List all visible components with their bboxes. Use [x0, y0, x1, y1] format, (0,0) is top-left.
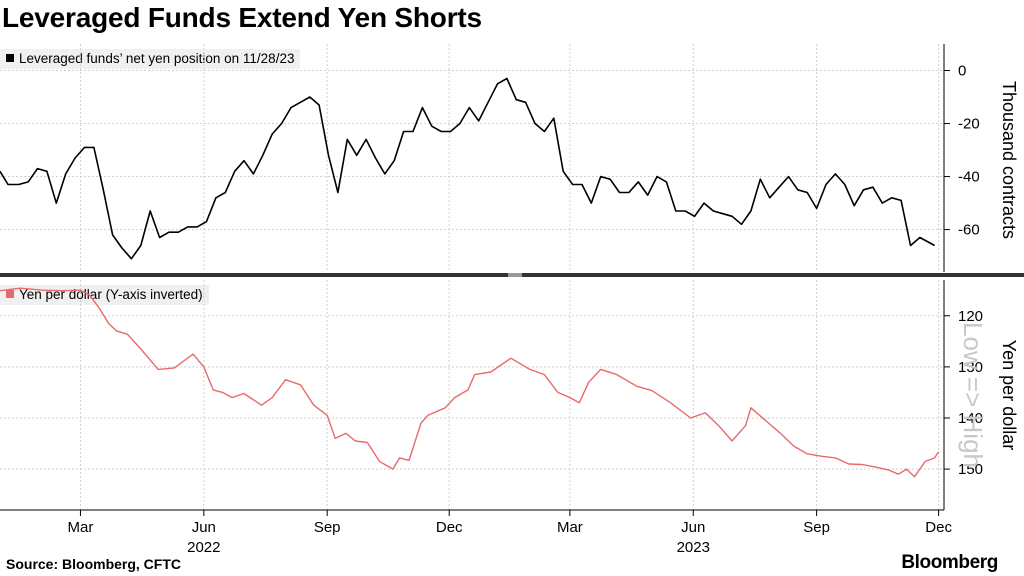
x-tick-label-0: Mar — [68, 519, 94, 536]
inverted-axis-annotation: Low => High — [958, 322, 988, 468]
bottom-y-axis-label: Yen per dollar — [999, 340, 1019, 450]
x-year-label-0: 2022 — [187, 539, 220, 556]
x-tick-label-1: Jun — [192, 519, 216, 536]
top-y-axis-label: Thousand contracts — [999, 81, 1019, 239]
legend-swatch-red — [6, 290, 14, 298]
top-series-line — [0, 77, 935, 260]
bottom-y-tick-label-2: 140 — [958, 410, 983, 427]
bottom-series-line — [0, 287, 940, 478]
legend-label-top: Leveraged funds’ net yen position on 11/… — [19, 51, 295, 66]
series-layer — [0, 77, 940, 478]
brand-text: Bloomberg — [901, 552, 998, 573]
grid-layer — [0, 44, 944, 510]
legend-net-yen-position: Leveraged funds’ net yen position on 11/… — [0, 49, 301, 69]
x-tick-label-4: Mar — [557, 519, 583, 536]
bottom-y-tick-label-1: 130 — [958, 359, 983, 376]
top-y-tick-label-3: -60 — [958, 222, 980, 239]
bottom-y-tick-label-0: 120 — [958, 308, 983, 325]
top-y-tick-label-1: -20 — [958, 116, 980, 133]
chart-title: Leveraged Funds Extend Yen Shorts — [2, 2, 482, 33]
top-y-tick-label-0: 0 — [958, 63, 966, 80]
x-tick-label-2: Sep — [314, 519, 341, 536]
x-year-label-1: 2023 — [677, 539, 710, 556]
x-tick-label-7: Dec — [925, 519, 952, 536]
axis-layer: Mar Jun Sep Dec Mar Jun Sep Dec 2022 2023 0 -20 -40 -… — [0, 44, 1024, 556]
x-tick-label-5: Jun — [681, 519, 705, 536]
source-note: Source: Bloomberg, CFTC — [6, 556, 182, 572]
x-tick-label-3: Dec — [436, 519, 463, 536]
legend-swatch-black — [6, 54, 14, 62]
top-y-tick-label-2: -40 — [958, 169, 980, 186]
bottom-y-tick-label-3: 150 — [958, 461, 983, 478]
bloomberg-logo: Bloomberg — [901, 552, 998, 574]
panel-divider-grip — [508, 273, 522, 277]
x-tick-label-6: Sep — [803, 519, 830, 536]
